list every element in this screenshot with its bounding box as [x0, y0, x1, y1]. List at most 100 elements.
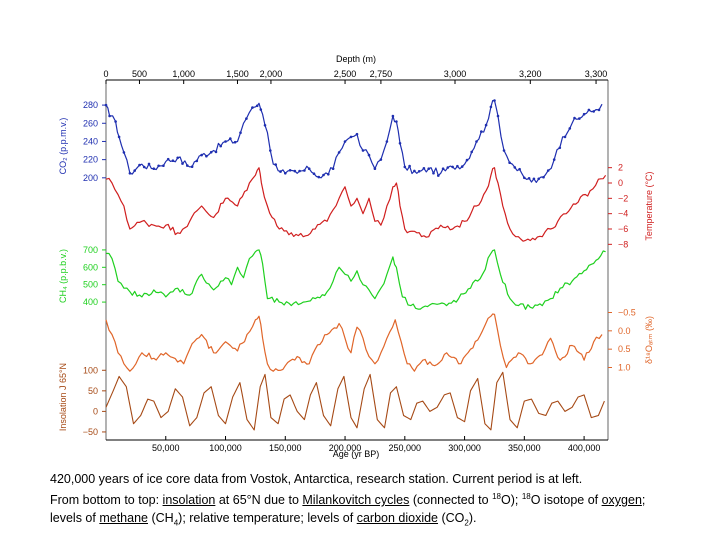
age-tick-label: 150,000 [269, 443, 302, 453]
co2-data-point [446, 166, 450, 169]
series-insolation: 100 50 0 −50 Insolation J 65°N [58, 363, 605, 437]
co2-data-point [307, 167, 311, 170]
axis-tick-label: 280 [83, 100, 98, 110]
methane-link[interactable]: methane [99, 511, 148, 526]
series-line [105, 371, 605, 431]
depth-axis-title: Depth (m) [336, 54, 376, 64]
caption-text: ); relative temperature; levels of [178, 511, 357, 526]
co2-data-point [432, 171, 435, 175]
co2-data-point [373, 167, 377, 170]
milankovitch-cycles-link[interactable]: Milankovitch cycles [302, 493, 410, 508]
co2-data-point [379, 158, 383, 161]
co2-data-point [288, 169, 292, 172]
co2-data-point [142, 165, 146, 169]
co2-data-point [214, 150, 218, 154]
axis-tick-label: 240 [83, 136, 98, 146]
co2-data-point [582, 112, 586, 116]
co2-data-point [489, 105, 493, 109]
co2-data-point [114, 120, 117, 123]
co2-data-point [441, 167, 445, 170]
caption-line-1-text: 420,000 years of ice core data from Vost… [50, 472, 583, 486]
co2-data-point [367, 153, 371, 157]
co2-data-point [331, 167, 335, 170]
co2-data-point [128, 172, 132, 175]
isotope-superscript: 18 [492, 492, 501, 501]
co2-data-point [523, 176, 526, 180]
series-ch4: 700 600 500 400 CH₄ (p.p.b.v.) [58, 245, 606, 310]
series-axis-label: δ¹⁸Oₐₜₘ (‰) [644, 316, 654, 364]
co2-data-point [303, 169, 306, 172]
depth-tick-label: 1,500 [226, 69, 249, 79]
age-axis-title: Age (yr BP) [333, 449, 380, 459]
age-tick-label: 50,000 [152, 443, 180, 453]
co2-data-point [279, 170, 282, 173]
co2-data-point [532, 177, 536, 181]
age-tick-label: 200,000 [329, 443, 362, 453]
figure-caption: 420,000 years of ice core data from Vost… [50, 470, 710, 533]
co2-data-point [417, 170, 421, 173]
co2-data-point [484, 123, 488, 127]
caption-line-1: 420,000 years of ice core data from Vost… [50, 470, 710, 488]
caption-text: ). [468, 511, 477, 526]
co2-data-point [255, 104, 259, 108]
co2-data-point [563, 135, 567, 139]
co2-data-point [427, 167, 431, 170]
depth-tick-label: 3,000 [444, 69, 467, 79]
co2-data-point [480, 130, 483, 133]
co2-data-point [437, 174, 440, 177]
depth-tick-label: 3,300 [585, 69, 608, 79]
co2-data-point [138, 163, 141, 167]
co2-data-point [195, 159, 199, 163]
age-tick-label: 300,000 [448, 443, 481, 453]
axis-tick-label: 50 [88, 386, 98, 396]
depth-tick-label: 2,750 [370, 69, 393, 79]
co2-data-point [122, 151, 126, 154]
co2-data-point [209, 150, 213, 154]
series-layer: 280 260 240 220 200 CO₂ (p.p.m.v.) 2 0 −2 −4 −6 −8 T… [58, 99, 654, 437]
caption-text: at 65°N due to [215, 493, 303, 508]
axis-tick-label: 0 [618, 178, 623, 188]
co2-data-point [152, 167, 156, 170]
co2-data-point [298, 169, 301, 173]
co2-data-point [413, 169, 416, 173]
oxygen-link[interactable]: oxygen [601, 493, 642, 508]
axis-tick-label: 0.0 [618, 326, 631, 336]
series-line [105, 249, 606, 310]
co2-data-point [502, 149, 506, 152]
co2-data-point [312, 172, 316, 175]
caption-text: levels of [50, 511, 100, 526]
axis-tick-label: 600 [83, 262, 98, 272]
caption-line-3: levels of methane (CH4); relative temper… [50, 509, 710, 533]
co2-data-point [546, 169, 550, 172]
depth-tick-label: 500 [132, 69, 147, 79]
co2-data-point [108, 114, 111, 118]
co2-data-point [518, 167, 521, 171]
co2-data-point [205, 154, 208, 158]
co2-data-point [385, 140, 389, 143]
co2-data-point [568, 127, 572, 130]
caption-text: O); [500, 493, 522, 508]
axis-tick-label: 220 [83, 155, 98, 165]
caption-text: (CH [148, 511, 174, 526]
series-line [105, 167, 607, 242]
insolation-link[interactable]: insolation [162, 493, 216, 508]
axis-tick-label: 500 [83, 280, 98, 290]
co2-data-point [573, 116, 576, 120]
axis-tick-label: 100 [83, 365, 98, 375]
carbon-dioxide-link[interactable]: carbon dioxide [356, 511, 439, 526]
series-axis-label: CH₄ (p.p.b.v.) [58, 249, 68, 303]
co2-subscript: 2 [464, 518, 469, 528]
series-co2: 280 260 240 220 200 CO₂ (p.p.m.v.) [58, 99, 603, 183]
co2-data-point [284, 172, 287, 175]
co2-data-point [117, 135, 121, 139]
axis-tick-label: −0.5 [618, 308, 636, 318]
axis-tick-label: 200 [83, 173, 98, 183]
caption-text: (CO [438, 511, 465, 526]
co2-data-point [349, 135, 353, 139]
axis-tick-label: 700 [83, 245, 98, 255]
age-axis-ticks: 50,000 100,000 150,000 200,000 250,000 300,00… [152, 436, 600, 453]
co2-data-point [508, 161, 511, 164]
axis-tick-label: −6 [618, 224, 628, 234]
co2-data-point [597, 108, 601, 112]
co2-data-point [592, 110, 595, 113]
